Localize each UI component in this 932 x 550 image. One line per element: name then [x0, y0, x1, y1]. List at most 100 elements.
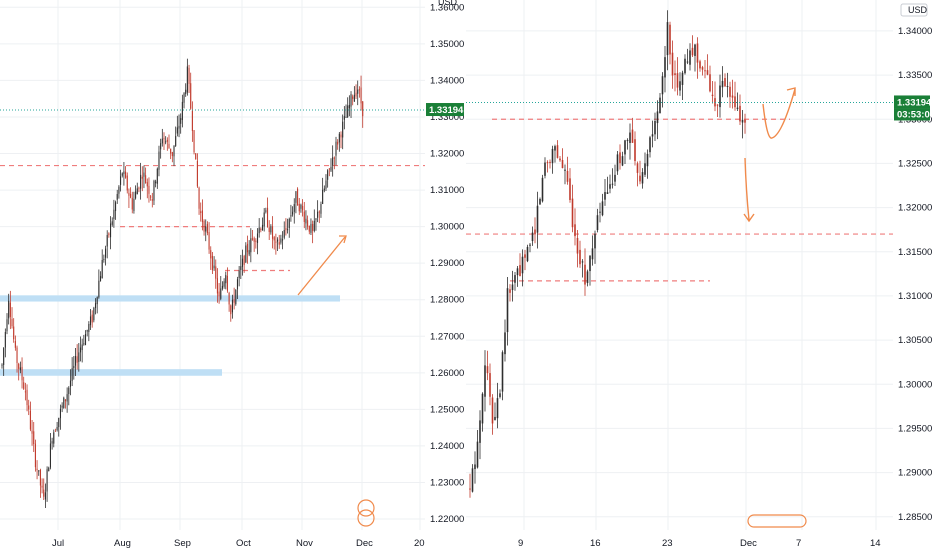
- candle-body: [298, 203, 300, 212]
- candle-body: [263, 212, 265, 227]
- left-price-axis[interactable]: 1.22000 1.23000 1.24000 1.25000 1.26000 1.270…: [425, 0, 466, 550]
- candle-body: [290, 215, 292, 217]
- y-tick-label: 1.32000: [430, 149, 464, 160]
- candle: [38, 470, 40, 476]
- candle-body: [671, 52, 674, 76]
- candle-body: [8, 300, 10, 319]
- candle-body: [135, 191, 137, 199]
- candle: [256, 228, 259, 255]
- forecast-arrow-bounce: [762, 87, 796, 139]
- candle: [566, 156, 569, 185]
- candle: [233, 287, 235, 310]
- candle: [275, 233, 277, 255]
- candle-body: [337, 141, 339, 145]
- candle: [679, 72, 681, 96]
- last-price-tag: [894, 95, 930, 109]
- candle: [168, 134, 170, 149]
- y-tick-label: 1.33500: [898, 70, 932, 81]
- candle-body: [320, 204, 322, 214]
- candle-body: [68, 387, 70, 395]
- candle-body: [181, 101, 183, 120]
- x-tick-label: Aug: [114, 538, 131, 549]
- candle-body: [479, 420, 481, 443]
- candle-body: [78, 352, 80, 362]
- candle-body: [101, 259, 103, 279]
- economic-event-marker: [747, 514, 807, 528]
- candle-body: [201, 210, 203, 223]
- candle: [21, 357, 23, 389]
- candle: [554, 144, 556, 163]
- candle-body: [84, 334, 87, 346]
- candle-body: [171, 152, 173, 157]
- y-tick-label: 1.26000: [430, 368, 464, 379]
- candle-body: [176, 127, 178, 134]
- y-tick-label: 1.32000: [898, 203, 932, 214]
- candle-body: [624, 140, 626, 155]
- candle-body: [236, 279, 239, 290]
- candle: [1, 363, 3, 369]
- candle: [31, 420, 33, 446]
- candle-body: [526, 246, 529, 262]
- candle: [656, 100, 659, 140]
- candle: [8, 293, 10, 325]
- candle-body: [19, 367, 21, 371]
- candle: [49, 432, 51, 470]
- candle-body: [353, 94, 355, 102]
- candle: [151, 192, 153, 208]
- candle: [220, 276, 222, 301]
- candle-body: [285, 228, 287, 231]
- candle: [340, 131, 342, 149]
- candle: [288, 217, 290, 238]
- candle: [176, 115, 178, 137]
- candle-body: [721, 80, 724, 88]
- candles: [1, 58, 364, 509]
- candle: [724, 73, 726, 88]
- candle-body: [215, 266, 217, 279]
- y-tick-label: 1.35000: [430, 39, 464, 50]
- candle-body: [724, 78, 726, 87]
- candle-body: [305, 218, 307, 224]
- candle: [188, 64, 190, 93]
- candle: [716, 104, 719, 117]
- candle-body: [228, 292, 230, 305]
- candle: [175, 126, 177, 147]
- candle: [11, 307, 13, 329]
- candle-body: [115, 202, 117, 211]
- candle-body: [626, 139, 629, 142]
- candle: [200, 202, 202, 222]
- right-price-axis[interactable]: 1.28500 1.29000 1.29500 1.30000 1.30500 1.310…: [893, 0, 932, 550]
- y-tick-label: 1.31500: [898, 247, 932, 258]
- candle: [163, 132, 165, 151]
- candle-body: [250, 238, 252, 253]
- candle: [704, 59, 706, 79]
- candle: [133, 191, 135, 214]
- candle-body: [245, 245, 247, 263]
- candle: [744, 113, 746, 134]
- candle: [357, 80, 359, 106]
- candle-body: [94, 303, 97, 308]
- candle-body: [616, 154, 619, 172]
- candle: [215, 259, 217, 289]
- candle: [181, 94, 183, 128]
- candle: [277, 237, 279, 252]
- left-chart-panel[interactable]: Jul Aug Sep Oct Nov Dec 202: [0, 0, 430, 549]
- candle-body: [734, 96, 736, 108]
- candle: [218, 282, 220, 304]
- candle-body: [256, 233, 259, 243]
- right-chart-panel[interactable]: 9 16 23 Dec 7 14: [466, 0, 893, 549]
- candle-body: [300, 204, 302, 209]
- candle: [489, 363, 491, 406]
- candle: [726, 72, 729, 98]
- candle-body: [609, 184, 611, 189]
- candle-body: [160, 143, 162, 150]
- candle-body: [681, 72, 684, 85]
- candle: [714, 81, 716, 112]
- candle: [333, 156, 335, 170]
- candle: [671, 40, 674, 89]
- candle: [516, 265, 519, 287]
- candle: [104, 245, 107, 266]
- candle: [160, 138, 162, 159]
- candle-body: [726, 86, 729, 88]
- candle: [251, 229, 254, 241]
